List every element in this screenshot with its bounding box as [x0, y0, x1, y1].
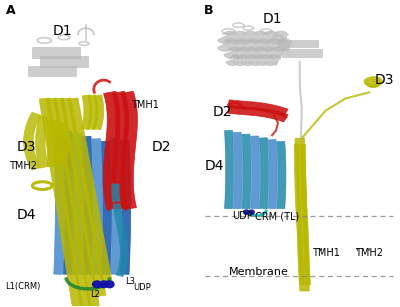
Text: A: A	[6, 4, 15, 17]
Text: B: B	[204, 4, 213, 17]
Text: L2: L2	[90, 290, 100, 299]
Circle shape	[105, 281, 114, 288]
Polygon shape	[60, 98, 106, 296]
Polygon shape	[112, 184, 128, 277]
Circle shape	[99, 281, 108, 288]
Polygon shape	[224, 130, 234, 209]
Polygon shape	[121, 91, 137, 209]
Polygon shape	[63, 131, 74, 274]
Polygon shape	[277, 142, 286, 209]
Polygon shape	[228, 100, 288, 116]
Polygon shape	[268, 140, 277, 209]
Polygon shape	[251, 136, 260, 209]
Text: L1(CRM): L1(CRM)	[5, 282, 40, 291]
Polygon shape	[81, 95, 92, 130]
Circle shape	[244, 210, 249, 214]
Polygon shape	[295, 138, 309, 291]
Text: D1: D1	[52, 24, 72, 38]
Text: D3: D3	[375, 73, 394, 87]
Text: D2: D2	[213, 105, 232, 119]
Polygon shape	[92, 139, 102, 274]
Polygon shape	[120, 140, 131, 274]
Text: L3: L3	[126, 277, 136, 286]
Polygon shape	[46, 98, 92, 307]
Polygon shape	[54, 129, 64, 274]
Polygon shape	[103, 91, 120, 209]
Polygon shape	[87, 95, 98, 130]
Polygon shape	[226, 55, 281, 66]
Text: D4: D4	[205, 159, 224, 173]
Polygon shape	[54, 98, 99, 306]
Polygon shape	[39, 98, 84, 307]
Text: TMH2: TMH2	[9, 161, 37, 171]
Polygon shape	[224, 47, 285, 58]
Polygon shape	[32, 47, 80, 58]
Text: CRM (TL): CRM (TL)	[256, 211, 300, 221]
Polygon shape	[82, 136, 93, 274]
Text: TMH1: TMH1	[312, 248, 340, 258]
Circle shape	[93, 281, 101, 288]
Polygon shape	[93, 95, 104, 130]
Text: UDP: UDP	[134, 283, 151, 293]
Polygon shape	[217, 31, 289, 44]
Polygon shape	[24, 112, 41, 170]
Polygon shape	[101, 141, 112, 274]
Text: D3: D3	[16, 140, 36, 154]
Polygon shape	[40, 56, 88, 67]
Text: Membrane: Membrane	[228, 267, 288, 277]
Text: TMH1: TMH1	[132, 99, 159, 110]
Polygon shape	[228, 105, 288, 122]
Polygon shape	[112, 91, 129, 209]
Polygon shape	[28, 66, 76, 76]
Polygon shape	[217, 39, 292, 51]
Polygon shape	[259, 138, 268, 209]
Text: TMH2: TMH2	[355, 248, 383, 258]
Polygon shape	[278, 40, 318, 48]
Polygon shape	[48, 120, 57, 166]
Polygon shape	[242, 134, 251, 209]
Polygon shape	[294, 144, 304, 285]
Polygon shape	[68, 98, 112, 283]
Text: UDP: UDP	[232, 211, 253, 221]
Text: D2: D2	[151, 140, 171, 154]
Text: D4: D4	[16, 208, 36, 222]
Text: D1: D1	[262, 12, 282, 26]
Polygon shape	[73, 134, 83, 274]
Polygon shape	[56, 122, 69, 165]
Polygon shape	[300, 144, 310, 285]
Polygon shape	[36, 116, 49, 168]
Polygon shape	[111, 138, 121, 274]
Polygon shape	[233, 132, 242, 209]
Polygon shape	[282, 49, 322, 56]
Circle shape	[249, 210, 254, 214]
